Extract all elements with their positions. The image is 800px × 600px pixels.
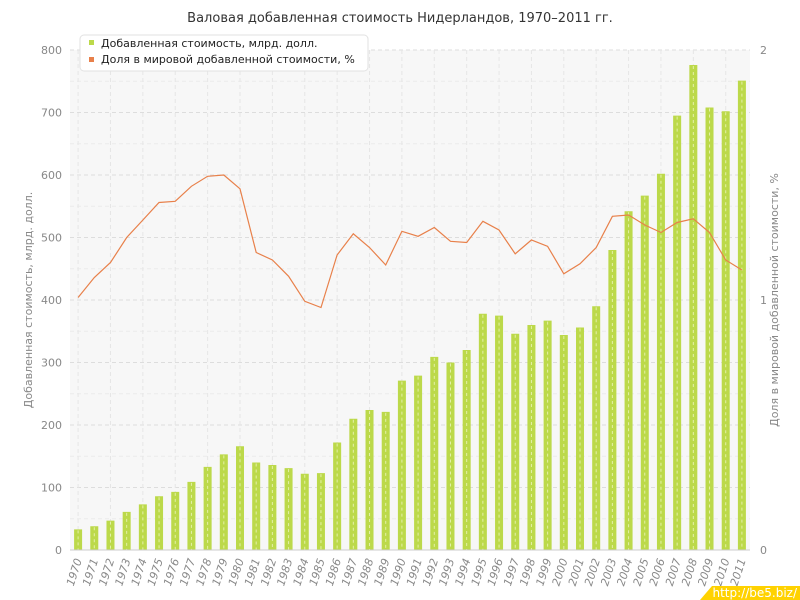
x-axis-ticks: 1970197119721973197419751976197719781979… <box>64 557 749 588</box>
y2-axis-title: Доля в мировой добавленной стоимости, % <box>768 173 781 427</box>
y-axis-title: Добавленная стоимость, млрд. долл. <box>22 192 35 408</box>
watermark-text: http://be5.biz/ <box>712 586 797 600</box>
legend-box <box>79 34 369 72</box>
y-tick-label: 600 <box>41 169 62 182</box>
y-tick-label: 500 <box>41 232 62 245</box>
bar-2011 <box>737 80 746 550</box>
bar-1983 <box>284 468 293 550</box>
bar-2000 <box>559 335 568 550</box>
line-series <box>77 174 743 309</box>
y2-axis-ticks: 0 1 2 <box>760 44 767 557</box>
y-tick-label: 300 <box>41 357 62 370</box>
share-line <box>77 174 743 309</box>
bar-1987 <box>349 418 358 550</box>
y-tick-label: 800 <box>41 44 62 57</box>
watermark-tab <box>700 586 800 600</box>
y2-tick-label: 1 <box>760 294 767 307</box>
y-tick-label: 200 <box>41 419 62 432</box>
bar-1986 <box>333 442 342 550</box>
legend-item-line: Доля в мировой добавленной стоимости, % <box>101 53 355 66</box>
y-tick-label: 100 <box>41 482 62 495</box>
y-tick-label: 0 <box>55 544 62 557</box>
bar-1992 <box>430 356 439 550</box>
y-tick-label: 400 <box>41 294 62 307</box>
bar-1970 <box>74 529 83 550</box>
bar-1999 <box>543 320 552 550</box>
chart-title: Валовая добавленная стоимость Нидерландо… <box>187 11 613 26</box>
legend-item-bars: Добавленная стоимость, млрд. долл. <box>101 37 317 50</box>
y2-tick-label: 0 <box>760 544 767 557</box>
bar-1995 <box>478 313 487 550</box>
y2-tick-label: 2 <box>760 44 767 57</box>
bar-1978 <box>203 466 212 550</box>
bar-2009 <box>705 107 714 550</box>
bar-1974 <box>138 504 147 550</box>
legend-line-swatch <box>89 57 94 62</box>
bar-1977 <box>187 481 196 550</box>
bar-1990 <box>397 380 406 550</box>
bar-1976 <box>171 491 180 550</box>
bar-1997 <box>511 333 520 550</box>
bar-1982 <box>268 465 277 550</box>
y-axis-ticks: 0 100 200 300 400 500 600 700 800 <box>41 44 62 557</box>
bar-2003 <box>608 250 617 550</box>
legend: Добавленная стоимость, млрд. долл. Доля … <box>79 34 369 72</box>
watermark: http://be5.biz/ <box>700 586 800 600</box>
bar-series <box>74 65 746 550</box>
bar-1971 <box>90 526 99 550</box>
y-tick-label: 700 <box>41 107 62 120</box>
bar-1979 <box>219 454 228 550</box>
bar-1998 <box>527 325 536 550</box>
legend-bar-swatch <box>89 40 94 45</box>
